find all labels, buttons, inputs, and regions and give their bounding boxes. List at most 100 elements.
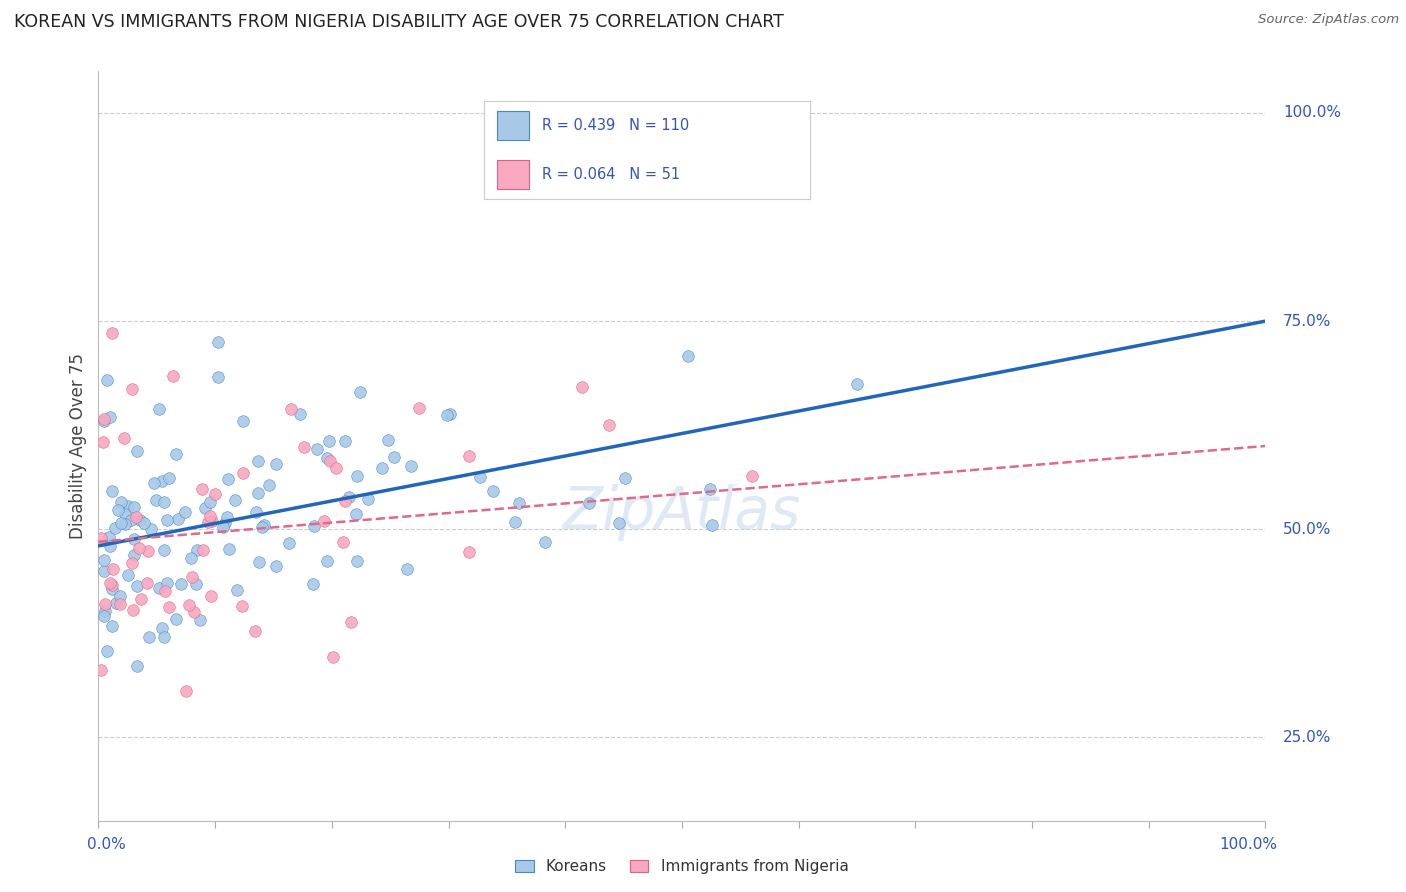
Text: 100.0%: 100.0% bbox=[1219, 838, 1277, 852]
Point bbox=[186, 542, 208, 557]
Point bbox=[90, 531, 112, 545]
Point bbox=[614, 471, 637, 485]
Point bbox=[165, 447, 187, 461]
Point bbox=[122, 548, 145, 562]
Point bbox=[165, 612, 187, 626]
Point bbox=[108, 590, 131, 604]
Point bbox=[259, 478, 281, 492]
Point bbox=[114, 517, 136, 532]
Point bbox=[93, 413, 115, 427]
Point bbox=[215, 509, 238, 524]
Point bbox=[198, 509, 221, 524]
Point bbox=[200, 589, 222, 603]
Point bbox=[207, 370, 229, 384]
Point bbox=[481, 484, 503, 499]
Point bbox=[191, 482, 214, 496]
Point bbox=[200, 515, 222, 529]
Point bbox=[277, 536, 299, 550]
Point bbox=[316, 554, 339, 568]
Point bbox=[207, 334, 229, 349]
Point bbox=[153, 630, 176, 644]
Point bbox=[699, 483, 721, 497]
Point bbox=[396, 562, 419, 576]
Text: 100.0%: 100.0% bbox=[1282, 105, 1341, 120]
Point bbox=[188, 613, 211, 627]
Legend: Koreans, Immigrants from Nigeria: Koreans, Immigrants from Nigeria bbox=[509, 854, 855, 880]
Point bbox=[382, 450, 405, 465]
Point bbox=[101, 562, 124, 576]
Point bbox=[503, 515, 526, 529]
Text: Source: ZipAtlas.com: Source: ZipAtlas.com bbox=[1258, 13, 1399, 27]
Point bbox=[290, 407, 312, 421]
Point bbox=[700, 518, 723, 533]
Point bbox=[150, 621, 173, 635]
Point bbox=[245, 505, 267, 519]
Point bbox=[117, 499, 139, 513]
Point bbox=[167, 512, 190, 526]
Point bbox=[318, 434, 340, 448]
Point bbox=[191, 542, 214, 557]
Point bbox=[408, 401, 430, 415]
Point bbox=[325, 460, 347, 475]
Point bbox=[138, 630, 160, 644]
Point bbox=[93, 564, 115, 578]
Point bbox=[232, 467, 254, 481]
Point bbox=[104, 521, 127, 535]
Point bbox=[224, 492, 246, 507]
Point bbox=[457, 545, 479, 559]
Point bbox=[98, 539, 121, 553]
Point bbox=[122, 500, 145, 515]
Point bbox=[107, 503, 129, 517]
Point bbox=[96, 373, 118, 387]
Text: KOREAN VS IMMIGRANTS FROM NIGERIA DISABILITY AGE OVER 75 CORRELATION CHART: KOREAN VS IMMIGRANTS FROM NIGERIA DISABI… bbox=[14, 13, 785, 31]
Point bbox=[264, 559, 287, 574]
Point bbox=[122, 603, 145, 617]
Point bbox=[114, 507, 136, 521]
Point bbox=[129, 513, 152, 527]
Point bbox=[292, 440, 315, 454]
Point bbox=[333, 494, 356, 508]
Point bbox=[90, 663, 112, 677]
Point bbox=[243, 624, 266, 639]
Point bbox=[232, 414, 254, 428]
Point bbox=[94, 597, 117, 611]
Point bbox=[135, 575, 157, 590]
Point bbox=[318, 453, 340, 467]
Point bbox=[98, 575, 121, 590]
Point bbox=[264, 457, 287, 471]
Point bbox=[183, 605, 205, 619]
Point bbox=[346, 554, 368, 568]
Point bbox=[169, 577, 191, 591]
Point bbox=[110, 516, 132, 531]
Point bbox=[177, 598, 200, 612]
Point bbox=[145, 493, 167, 508]
Point bbox=[457, 449, 479, 463]
Point bbox=[194, 501, 217, 516]
Point bbox=[332, 534, 354, 549]
Point bbox=[307, 442, 329, 456]
Point bbox=[214, 516, 236, 531]
Point bbox=[247, 555, 270, 569]
Text: 75.0%: 75.0% bbox=[1282, 314, 1331, 328]
Point bbox=[508, 496, 530, 510]
Point bbox=[337, 490, 360, 504]
Point bbox=[125, 444, 148, 458]
Point bbox=[156, 513, 179, 527]
Point bbox=[101, 578, 124, 592]
Point bbox=[399, 458, 422, 473]
Point bbox=[148, 581, 170, 595]
Point bbox=[157, 470, 180, 484]
Point bbox=[316, 451, 339, 466]
Point bbox=[184, 577, 207, 591]
Point bbox=[439, 407, 461, 421]
Point bbox=[139, 522, 162, 536]
Point bbox=[470, 470, 492, 484]
Point bbox=[125, 510, 148, 524]
Point bbox=[152, 542, 174, 557]
Text: 50.0%: 50.0% bbox=[1282, 522, 1331, 537]
Point bbox=[246, 454, 269, 468]
Point bbox=[344, 507, 367, 521]
Point bbox=[136, 544, 159, 558]
Point bbox=[108, 597, 131, 611]
Point bbox=[339, 615, 361, 630]
